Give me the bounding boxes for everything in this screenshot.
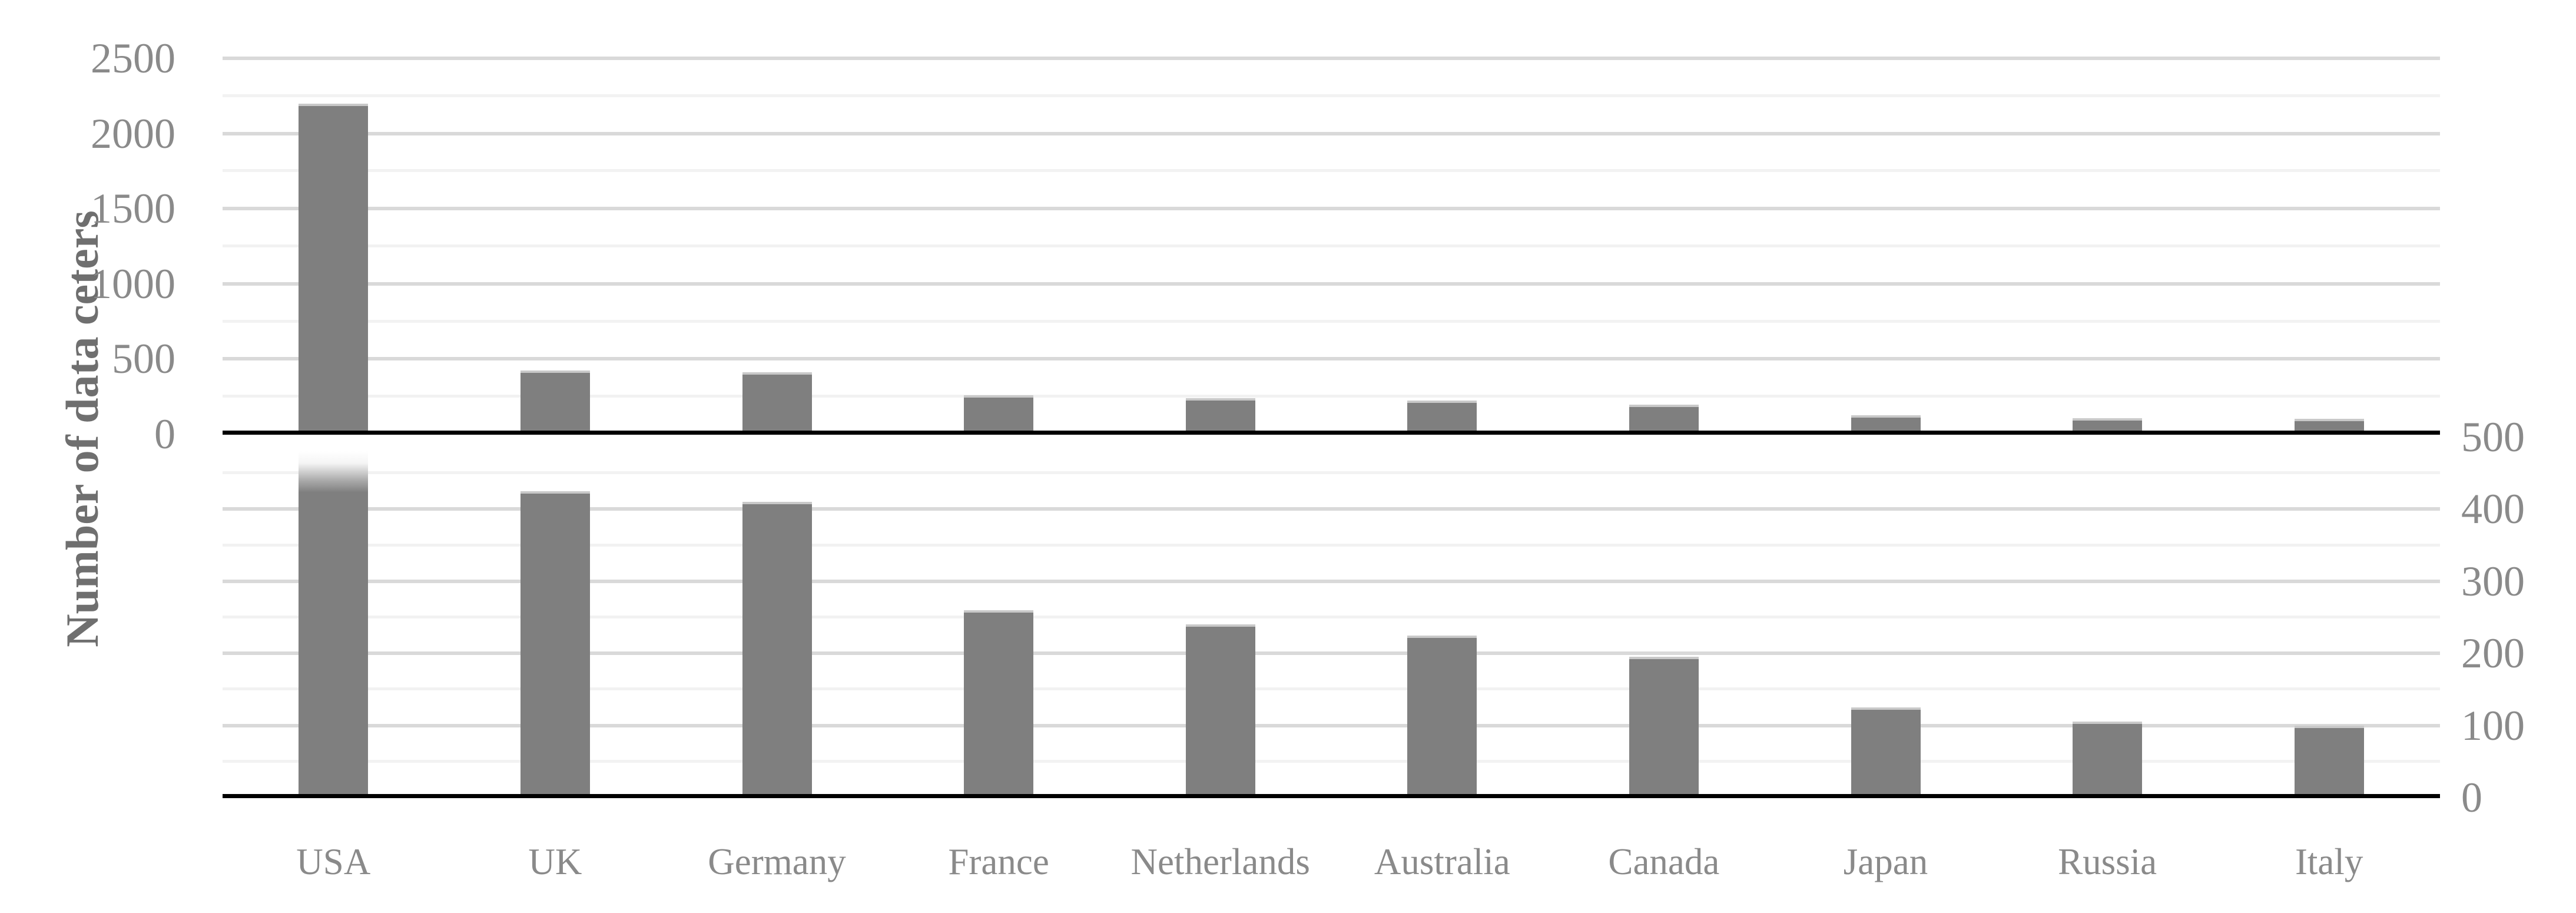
x-label-russia: Russia: [2058, 841, 2157, 882]
bar-top-usa: [299, 103, 369, 434]
x-label-italy: Italy: [2295, 841, 2363, 882]
gridline-minor-top-750: [223, 319, 2440, 323]
gridline-major-top-1000: [223, 282, 2440, 286]
tick-label-right-100: 100: [2461, 702, 2525, 749]
bar-bottom-russia: [2073, 722, 2143, 796]
bar-top-uk: [520, 370, 590, 434]
tick-label-left-2000: 2000: [91, 110, 175, 157]
bar-top-france: [964, 395, 1034, 434]
bar-bottom-uk: [520, 491, 590, 796]
bar-bottom-germany: [742, 502, 812, 796]
x-label-japan: Japan: [1843, 841, 1928, 882]
x-label-france: France: [948, 841, 1049, 882]
gridline-minor-top-1750: [223, 169, 2440, 173]
tick-label-right-300: 300: [2461, 557, 2525, 605]
tick-label-right-0: 0: [2461, 774, 2482, 821]
bar-bottom-canada: [1629, 657, 1699, 796]
tick-label-left-1000: 1000: [91, 260, 175, 307]
x-label-netherlands: Netherlands: [1130, 841, 1310, 882]
gridline-minor-top-1250: [223, 244, 2440, 247]
bar-bottom-france: [964, 610, 1034, 796]
gridline-major-top-2000: [223, 131, 2440, 135]
gridline-major-top-2500: [223, 57, 2440, 60]
bottom-panel-x-axis-line: [223, 794, 2440, 798]
bar-top-australia: [1407, 400, 1477, 434]
bar-top-canada: [1629, 405, 1699, 434]
bar-bottom-netherlands: [1185, 624, 1255, 796]
x-label-germany: Germany: [708, 841, 846, 882]
bar-bottom-italy: [2294, 725, 2364, 796]
bar-bottom-japan: [1851, 707, 1921, 796]
tick-label-left-2500: 2500: [91, 35, 175, 82]
tick-label-right-400: 400: [2461, 485, 2525, 533]
tick-label-left-1500: 1500: [91, 185, 175, 233]
tick-label-right-200: 200: [2461, 630, 2525, 677]
x-label-canada: Canada: [1608, 841, 1720, 882]
x-label-uk: UK: [528, 841, 582, 882]
gridline-minor-bottom-450: [223, 471, 2440, 475]
tick-label-left-0: 0: [154, 411, 175, 458]
gridline-major-top-1500: [223, 207, 2440, 211]
top-panel-x-axis-line: [223, 431, 2440, 435]
bar-top-germany: [742, 372, 812, 434]
tick-label-right-500: 500: [2461, 414, 2525, 461]
gridline-major-top-500: [223, 357, 2440, 361]
x-label-australia: Australia: [1374, 841, 1510, 882]
bar-bottom-usa: [299, 451, 369, 796]
bar-bottom-australia: [1407, 635, 1477, 796]
x-label-usa: USA: [296, 841, 371, 882]
gridline-minor-top-2250: [223, 94, 2440, 97]
tick-label-left-500: 500: [112, 335, 175, 383]
bar-top-netherlands: [1185, 398, 1255, 434]
